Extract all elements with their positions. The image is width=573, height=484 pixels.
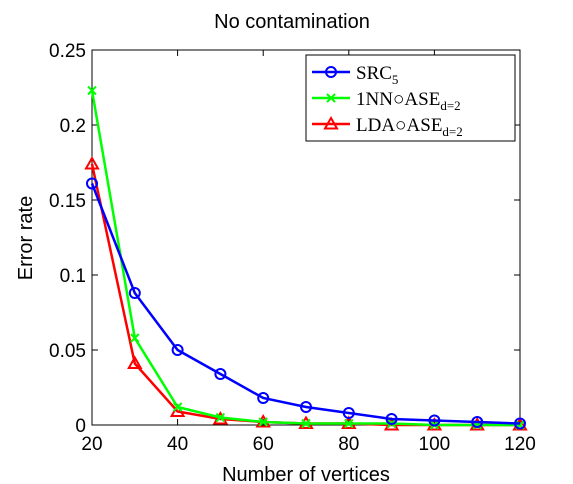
series-1: [86, 177, 526, 430]
data-point: [214, 368, 227, 380]
y-axis-ticks: 0 0.05 0.1 0.15 0.2 0.25: [49, 41, 520, 437]
y-tick-label: 0.25: [49, 41, 86, 62]
data-point: [300, 401, 312, 413]
legend-label: LDA○ASEd=2: [356, 115, 463, 139]
legend-entry: LDA○ASEd=2: [312, 115, 463, 139]
data-point: [344, 418, 354, 429]
x-tick-label: 60: [253, 434, 274, 455]
data-point: [130, 333, 140, 343]
data-point: [257, 392, 270, 404]
data-point: [258, 417, 268, 427]
data-point: [171, 344, 184, 356]
x-tick-label: 40: [167, 434, 188, 455]
x-axis-ticks: 20 40 60 80 100 120: [81, 50, 536, 455]
y-tick-label: 0.1: [60, 266, 86, 287]
legend-entry: 1NN○ASEd=2: [312, 89, 461, 113]
data-point: [86, 177, 98, 190]
series-line: [90, 183, 521, 425]
x-tick-label: 100: [419, 434, 451, 455]
data-point: [172, 402, 183, 412]
legend-label: SRC5: [356, 63, 398, 87]
data-point: [471, 416, 484, 428]
y-tick-label: 0.15: [49, 191, 86, 212]
legend-label: 1NN○ASEd=2: [356, 89, 461, 113]
legend-entry: SRC5: [312, 63, 398, 87]
data-point: [514, 417, 526, 430]
legend-marker: [323, 115, 339, 130]
legend-marker: [326, 93, 336, 103]
data-point: [128, 287, 141, 299]
data-point: [84, 155, 100, 170]
x-axis-label: Number of vertices: [222, 464, 390, 484]
x-tick-label: 20: [81, 434, 102, 455]
x-tick-label: 80: [338, 434, 359, 455]
data-point: [428, 414, 441, 427]
data-point: [342, 407, 355, 419]
y-tick-label: 0: [75, 416, 86, 437]
data-point: [301, 418, 311, 429]
x-tick-label: 120: [504, 434, 536, 455]
y-axis-label: Error rate: [15, 196, 37, 280]
y-tick-label: 0.2: [60, 116, 86, 137]
data-point: [127, 355, 143, 369]
data-point: [215, 412, 226, 423]
legend-marker: [325, 66, 337, 78]
data-point: [87, 85, 97, 96]
data-point: [385, 413, 398, 425]
series-layer: [84, 85, 528, 431]
chart-title: No contamination: [214, 11, 370, 33]
y-tick-label: 0.05: [49, 341, 86, 362]
